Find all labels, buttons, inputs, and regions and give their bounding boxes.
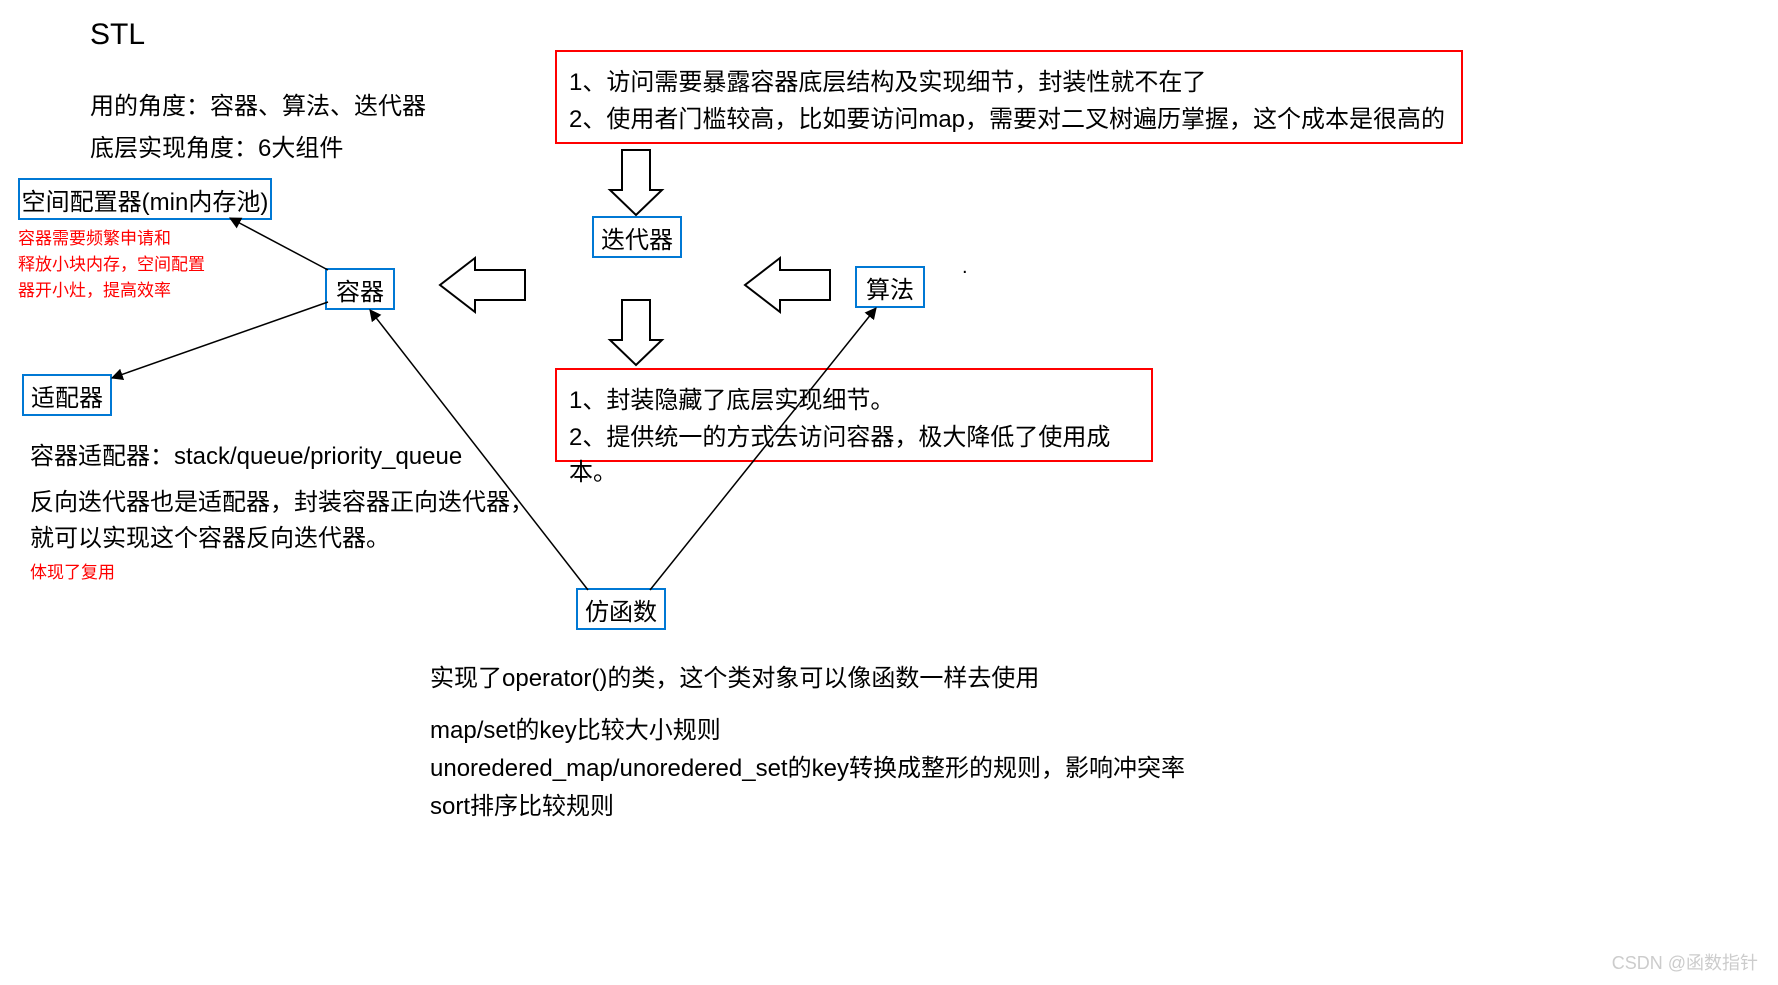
watermark: CSDN @函数指针 (1612, 949, 1758, 975)
block-arrow-iterator-to-midbox (610, 300, 662, 365)
functor-note-4: sort排序比较规则 (430, 786, 614, 821)
iterator-benefit-line-2: 2、提供统一的方式去访问容器，极大降低了使用成本。 (569, 417, 1139, 487)
adapter-label: 适配器 (31, 378, 103, 413)
block-arrow-iterator-to-container (440, 258, 525, 312)
adapter-note-2: 反向迭代器也是适配器，封装容器正向迭代器， (30, 482, 534, 517)
iterator-benefit-box: 1、封装隐藏了底层实现细节。 2、提供统一的方式去访问容器，极大降低了使用成本。 (555, 368, 1153, 462)
iterator-problem-line-2: 2、使用者门槛较高，比如要访问map，需要对二叉树遍历掌握，这个成本是很高的 (569, 99, 1449, 134)
iterator-box: 迭代器 (592, 216, 682, 258)
functor-note-1: 实现了operator()的类，这个类对象可以像函数一样去使用 (430, 658, 1039, 693)
intro-line-2: 底层实现角度：6大组件 (90, 128, 343, 163)
iterator-benefit-line-1: 1、封装隐藏了底层实现细节。 (569, 380, 1139, 415)
iterator-problem-line-1: 1、访问需要暴露容器底层结构及实现细节，封装性就不在了 (569, 62, 1449, 97)
block-arrow-topbox-to-iterator (610, 150, 662, 215)
algorithm-label: 算法 (866, 270, 914, 305)
allocator-note-3: 器开小灶，提高效率 (18, 276, 171, 301)
intro-line-1: 用的角度：容器、算法、迭代器 (90, 86, 426, 121)
allocator-note-2: 释放小块内存，空间配置 (18, 250, 205, 275)
allocator-label: 空间配置器(min内存池) (22, 182, 269, 217)
iterator-label: 迭代器 (601, 220, 673, 255)
allocator-box: 空间配置器(min内存池) (18, 178, 272, 220)
container-box: 容器 (325, 268, 395, 310)
functor-note-2: map/set的key比较大小规则 (430, 710, 721, 745)
functor-note-3: unoredered_map/unoredered_set的key转换成整形的规… (430, 748, 1185, 783)
block-arrow-algorithm-to-iterator (745, 258, 830, 312)
adapter-note-4: 体现了复用 (30, 558, 115, 583)
title: STL (90, 18, 145, 52)
adapter-note-3: 就可以实现这个容器反向迭代器。 (30, 518, 390, 553)
functor-label: 仿函数 (585, 592, 657, 627)
iterator-problem-box: 1、访问需要暴露容器底层结构及实现细节，封装性就不在了 2、使用者门槛较高，比如… (555, 50, 1463, 144)
edge-container-to-adapter (112, 302, 328, 378)
adapter-note-1: 容器适配器：stack/queue/priority_queue (30, 436, 462, 471)
container-label: 容器 (336, 272, 384, 307)
allocator-note-1: 容器需要频繁申请和 (18, 224, 171, 249)
algorithm-box: 算法 (855, 266, 925, 308)
stray-dot: . (962, 256, 968, 279)
adapter-box: 适配器 (22, 374, 112, 416)
functor-box: 仿函数 (576, 588, 666, 630)
edge-container-to-allocator (230, 218, 328, 270)
